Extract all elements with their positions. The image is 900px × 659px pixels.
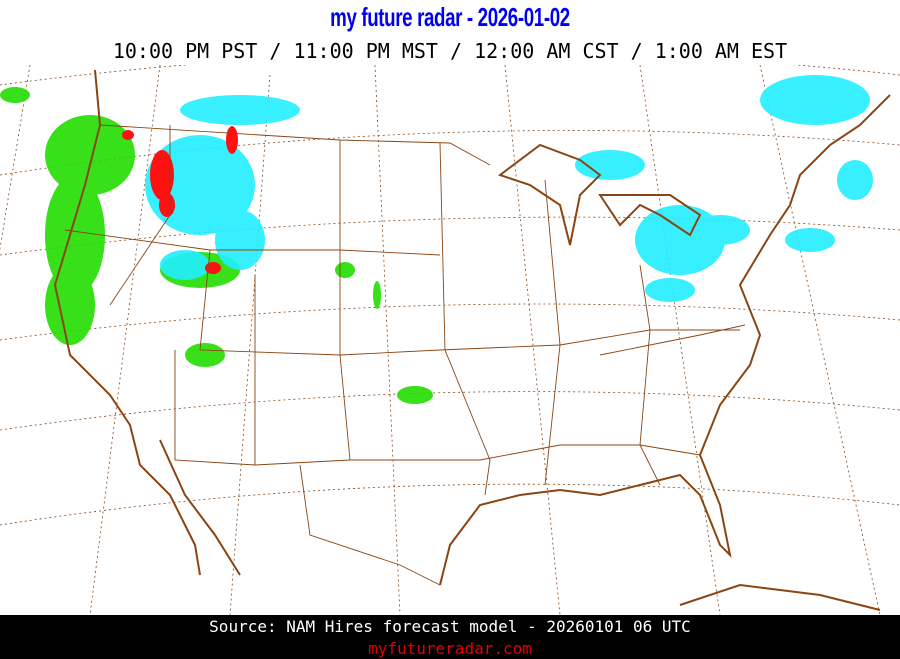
east-coast	[699, 94, 891, 456]
gulf-coast	[439, 454, 732, 586]
latitude-line	[0, 303, 900, 341]
latitude-line	[0, 65, 900, 86]
longitude-line	[0, 65, 31, 251]
state-borders	[64, 124, 746, 586]
baja-coast	[159, 439, 241, 576]
footer: Source: NAM Hires forecast model - 20260…	[0, 615, 900, 659]
longitude-line	[374, 65, 401, 615]
west-coast	[53, 69, 201, 576]
latitude-line	[0, 391, 900, 431]
coastlines-and-borders	[53, 69, 891, 611]
latitude-line	[0, 130, 900, 176]
longitude-line	[504, 65, 561, 615]
site-link[interactable]: myfutureradar.com	[368, 639, 532, 658]
longitude-line	[229, 74, 271, 615]
longitude-line	[639, 65, 721, 615]
page-title: my future radar - 2026-01-02	[330, 2, 570, 32]
great-lakes	[497, 143, 702, 246]
cuba-coast	[679, 583, 881, 611]
graticule	[0, 65, 900, 615]
source-text: Source: NAM Hires forecast model - 20260…	[209, 617, 691, 636]
longitude-line	[759, 65, 881, 615]
latitude-line	[0, 216, 900, 256]
time-zones-line: 10:00 PM PST / 11:00 PM MST / 12:00 AM C…	[112, 39, 788, 63]
radar-map	[0, 65, 900, 615]
latitude-line	[0, 483, 900, 526]
precipitation	[0, 75, 873, 404]
